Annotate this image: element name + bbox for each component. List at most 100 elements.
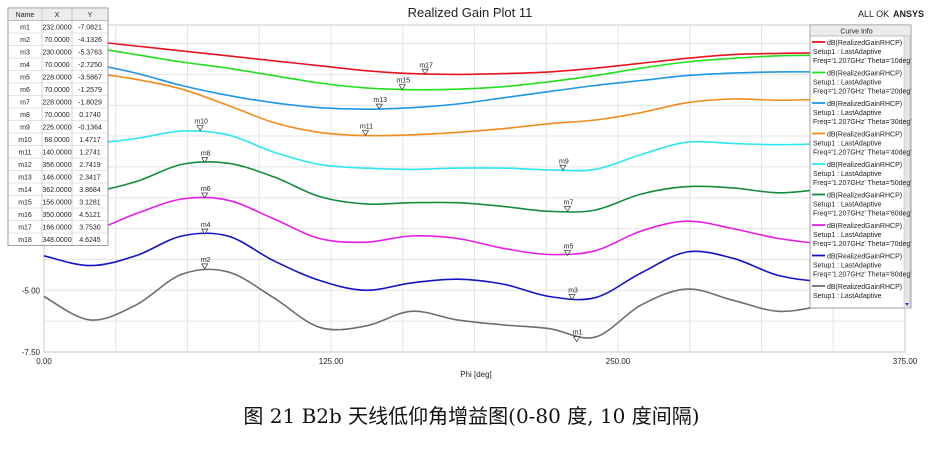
marker-table-cell: 4.5121 [79,212,101,219]
marker-table-frame [7,7,109,246]
scroll-down-icon[interactable] [905,303,909,306]
marker-table-cell: 70.0000 [44,62,69,69]
marker-label: m3 [568,288,578,295]
marker-table-cell: m14 [18,187,32,194]
marker-table-cell: 362.0000 [42,187,71,194]
grid [43,24,906,353]
marker-table-cell: 226.0000 [42,125,71,132]
marker-table-header-cell: Y [88,12,93,19]
legend-frame [809,24,912,309]
marker-triangle[interactable] [398,84,406,91]
marker-table-cell: m6 [20,87,30,94]
series-line [43,69,906,137]
legend-entry-expression: dB(RealizedGainRHCP) [827,71,902,78]
legend-entry-expression: dB(RealizedGainRHCP) [827,223,902,230]
marker-label: m8 [201,151,211,158]
marker-table-cell: m9 [20,125,30,132]
legend-header [809,24,912,37]
marker-label: m15 [396,78,410,85]
marker-label: m5 [564,243,574,250]
legend-scrollbar[interactable] [903,35,911,309]
marker-table-cell: 230.0000 [42,50,71,57]
marker-triangle[interactable] [563,206,572,213]
series-line [43,40,906,91]
marker-table-cell: m3 [20,50,30,57]
marker-table-cell: 0.1740 [79,112,101,119]
x-tick-label: 0.00 [36,357,52,366]
marker-table-cell: 3.1281 [79,200,101,207]
series-line [43,52,906,111]
marker-table-cell: 228.0000 [42,100,71,107]
legend-entry-variables: Freq='1.207GHz' Theta='70deg' [813,241,912,248]
marker-table-cell: m17 [18,225,32,232]
marker-table-cell: -3.5867 [78,75,102,82]
legend-entry-setup: Setup1 : LastAdaptive [813,171,882,178]
realized-gain-plot: m1 m2 m3 m4 m5 m6 m7 m8 m9 m10 m11 m13 m15 m17 0.00 12… [7,5,925,379]
marker-triangle[interactable] [559,164,567,171]
marker-label: m10 [194,119,208,126]
legend-entry-expression: dB(RealizedGainRHCP) [827,162,902,169]
marker-table-cell: 70.0000 [44,37,69,44]
marker-table-cell: 70.0000 [44,87,69,94]
marker-label: m4 [201,222,211,229]
marker-table-cell: m4 [20,62,30,69]
marker-table-header-cell: X [55,12,60,19]
legend-entry-variables: Freq='1.207GHz' Theta='60deg' [813,211,912,218]
marker-table-cell: m7 [20,100,30,107]
marker-table-cell: 1.4717 [79,137,101,144]
marker-table-cell: -7.0821 [78,25,102,32]
marker-label: m11 [360,123,373,130]
marker-table-cell: 2.3417 [79,175,101,182]
legend-entry-setup: Setup1 : LastAdaptive [813,232,882,239]
legend-entry-setup: Setup1 : LastAdaptive [813,110,882,117]
marker-table-cell: 68.0000 [44,137,69,144]
legend-entry-variables: Freq='1.207GHz' Theta='40deg' [813,150,912,157]
marker-table-header-cell: Name [16,12,35,19]
marker-triangle[interactable] [201,192,209,199]
axis-group: 0.00 125.00 250.00 375.00 -7.50 -5.00 [22,286,918,366]
marker-triangle[interactable] [201,263,209,270]
series-line [43,268,906,339]
marker-table-cell: m5 [20,75,30,82]
marker-triangle[interactable] [573,336,581,343]
marker-table-cell: m16 [18,212,32,219]
marker-table-cell: 350.0000 [42,212,71,219]
marker-table-cell: m18 [18,237,32,244]
marker-table-cell: 146.0000 [42,175,71,182]
marker-table-cell: -1.2579 [78,87,102,94]
marker-triangle[interactable] [375,103,383,110]
series-line [43,130,906,172]
curve-info-legend[interactable]: Curve Info dB(RealizedGainRHCP) Setup1 : L… [809,24,912,309]
marker-triangle[interactable] [201,157,209,164]
series-line [43,35,906,76]
marker-triangle[interactable] [568,294,576,301]
marker-table-cell: -5.3763 [78,50,102,57]
marker-table: Name X Ym1 232.0000 -7.0821 m2 70.0000 -4.1326 m… [7,7,109,246]
legend-entry-setup: Setup1 : LastAdaptive [813,49,882,56]
x-axis-label: Phi [deg] [460,370,492,379]
marker-table-cell: 356.0000 [42,162,71,169]
marker-triangle[interactable] [563,250,572,257]
marker-table-cell: 4.6245 [79,237,101,244]
legend-entry-variables: Freq='1.207GHz' Theta='10deg' [813,58,912,65]
x-tick-label: 125.00 [319,357,344,366]
marker-triangle[interactable] [196,125,204,132]
marker-table-cell: 348.0000 [42,237,71,244]
legend-entry-expression: dB(RealizedGainRHCP) [827,284,902,291]
marker-triangle[interactable] [421,68,429,75]
legend-entry-setup: Setup1 : LastAdaptive [813,263,882,270]
y-tick-label: -5.00 [22,286,41,295]
marker-triangle[interactable] [201,228,209,235]
x-tick-label: 375.00 [893,357,918,366]
marker-table-cell: 3.8684 [79,187,101,194]
marker-table-cell: m2 [20,37,30,44]
marker-table-cell: m1 [20,25,30,32]
x-tick-label: 250.00 [606,357,631,366]
legend-entry-expression: dB(RealizedGainRHCP) [827,101,902,108]
series-line [43,161,906,213]
y-tick-label: -7.50 [22,348,41,357]
legend-entry-setup: Setup1 : LastAdaptive [813,80,882,87]
marker-label: m13 [373,97,387,104]
marker-triangle[interactable] [361,130,370,137]
legend-entry-setup: Setup1 : LastAdaptive [813,141,882,148]
